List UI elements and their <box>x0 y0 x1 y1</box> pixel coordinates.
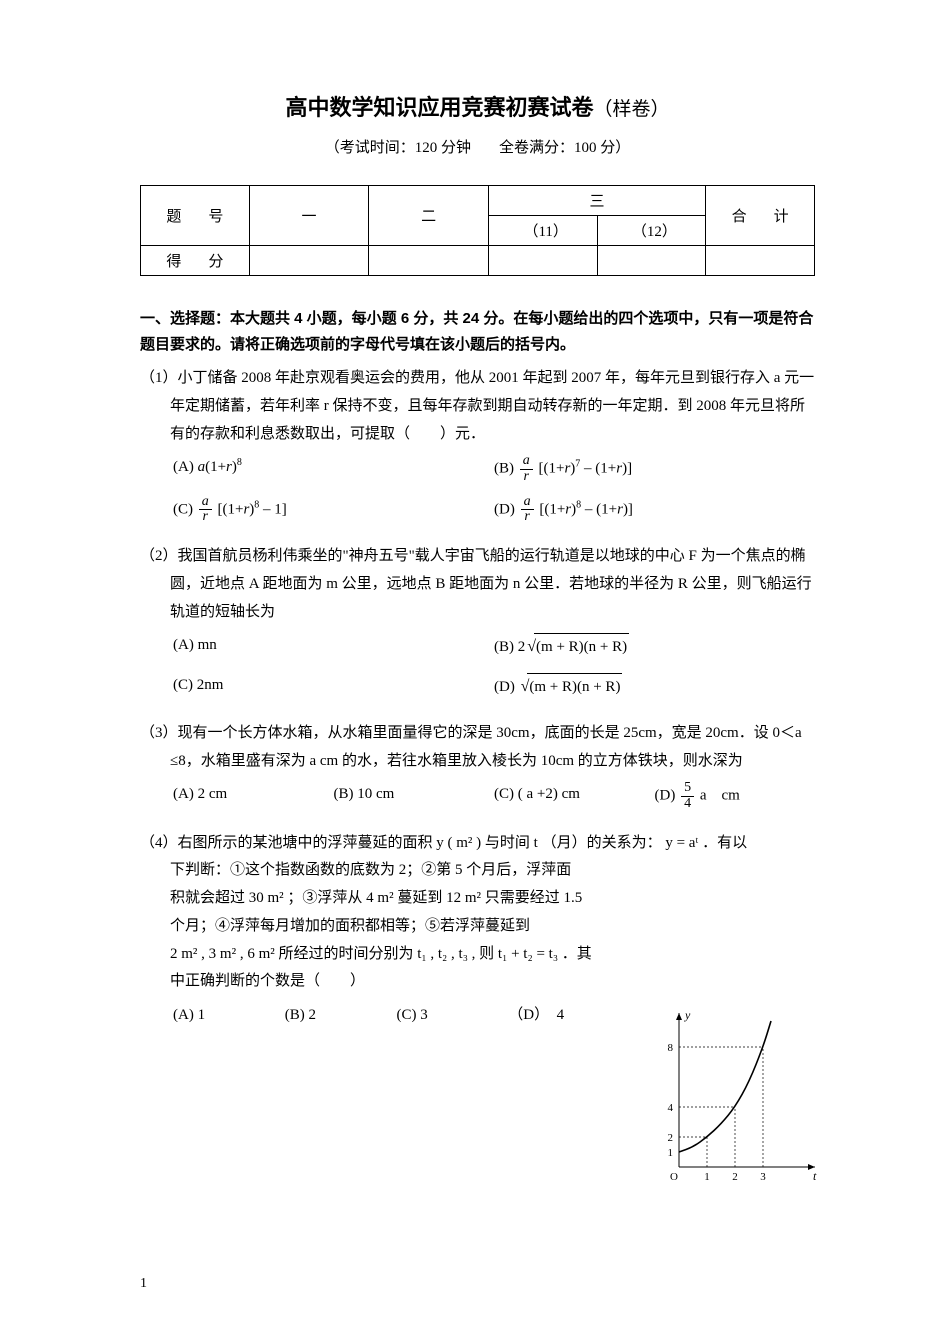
svg-text:4: 4 <box>668 1102 674 1114</box>
th-total: 合 计 <box>706 186 815 246</box>
q4-stem-1: （4）右图所示的某池塘中的浮萍蔓延的面积 y ( m² ) 与时间 t （月）的… <box>140 830 815 858</box>
q4-stem-6: 中正确判断的个数是（ ） <box>140 968 620 996</box>
q2-stem: （2）我国首航员杨利伟乘坐的"神舟五号"载人宇宙飞船的运行轨道是以地球的中心 F… <box>140 543 815 626</box>
q4-opt-d: （D） 4 <box>508 1002 620 1030</box>
q4-opt-b: (B) 2 <box>285 1002 397 1030</box>
page-title: 高中数学知识应用竞赛初赛试卷（样卷） <box>140 90 815 122</box>
question-1: （1）小丁储备 2008 年赴京观看奥运会的费用，他从 2001 年起到 200… <box>140 365 815 535</box>
page-number: 1 <box>140 1276 147 1292</box>
svg-text:8: 8 <box>668 1042 674 1054</box>
score-cell <box>706 246 815 276</box>
th-sub11: （11） <box>488 216 597 246</box>
q2-opt-a: (A) mn <box>173 632 494 662</box>
svg-text:2: 2 <box>732 1171 738 1183</box>
score-table: 题 号 一 二 三 合 计 （11） （12） 得 分 <box>140 185 815 276</box>
th-number: 题 号 <box>141 186 250 246</box>
q3-opt-b: (B) 10 cm <box>334 781 495 811</box>
th-col1: 一 <box>249 186 369 246</box>
q2-options: (A) mn (B) 2(m + R)(n + R) (C) 2nm (D) (… <box>140 632 815 712</box>
th-col3: 三 <box>488 186 705 216</box>
q4-options: (A) 1 (B) 2 (C) 3 （D） 4 <box>140 1002 620 1040</box>
q3-options: (A) 2 cm (B) 10 cm (C) ( a +2) cm (D) 54… <box>140 781 815 821</box>
q2-opt-c: (C) 2nm <box>173 672 494 702</box>
score-cell <box>597 246 706 276</box>
q4-stem-3: 积就会超过 30 m² ；③浮萍从 4 m² 蔓延到 12 m² 只需要经过 1… <box>140 885 620 913</box>
q3-opt-d: (D) 54 a cm <box>655 781 816 811</box>
exam-full: 全卷满分：100 分） <box>499 140 630 156</box>
svg-text:1: 1 <box>668 1147 674 1159</box>
q1-opt-d: (D) ar [(1+r)8 – (1+r)] <box>494 495 815 525</box>
th-sub12: （12） <box>597 216 706 246</box>
q4-stem-5: 2 m² , 3 m² , 6 m² 所经过的时间分别为 t₁ , t₂ , t… <box>140 941 620 969</box>
q3-opt-a: (A) 2 cm <box>173 781 334 811</box>
q1-stem: （1）小丁储备 2008 年赴京观看奥运会的费用，他从 2001 年起到 200… <box>140 365 815 448</box>
q2-opt-d: (D) (m + R)(n + R) <box>494 672 815 702</box>
exam-info: （考试时间：120 分钟 全卷满分：100 分） <box>140 136 815 157</box>
title-main: 高中数学知识应用竞赛初赛试卷 <box>285 95 593 120</box>
svg-text:2: 2 <box>668 1132 674 1144</box>
q1-opt-c: (C) ar [(1+r)8 – 1] <box>173 495 494 525</box>
svg-text:t: t <box>813 1169 817 1183</box>
q3-opt-c: (C) ( a +2) cm <box>494 781 655 811</box>
q1-options: (A) a(1+r)8 (B) ar [(1+r)7 – (1+r)] (C) … <box>140 454 815 535</box>
score-cell <box>369 246 489 276</box>
q1-opt-a: (A) a(1+r)8 <box>173 454 494 484</box>
q4-opt-a: (A) 1 <box>173 1002 285 1030</box>
q4-chart: 1 2 3 1 2 4 8 y t O <box>655 1007 820 1187</box>
question-2: （2）我国首航员杨利伟乘坐的"神舟五号"载人宇宙飞船的运行轨道是以地球的中心 F… <box>140 543 815 712</box>
q4-stem-2: 下判断：①这个指数函数的底数为 2；②第 5 个月后，浮萍面 <box>140 857 620 885</box>
q4-opt-c: (C) 3 <box>397 1002 509 1030</box>
q1-opt-b: (B) ar [(1+r)7 – (1+r)] <box>494 454 815 484</box>
q4-stem-4: 个月；④浮萍每月增加的面积都相等；⑤若浮萍蔓延到 <box>140 913 620 941</box>
title-sample: （样卷） <box>594 99 670 120</box>
score-cell <box>488 246 597 276</box>
section-1-head: 一、选择题：本大题共 4 小题，每小题 6 分，共 24 分。在每小题给出的四个… <box>140 306 815 357</box>
chart-svg: 1 2 3 1 2 4 8 y t O <box>655 1007 820 1187</box>
svg-text:3: 3 <box>760 1171 766 1183</box>
svg-text:1: 1 <box>704 1171 710 1183</box>
score-cell <box>249 246 369 276</box>
q3-stem: （3）现有一个长方体水箱，从水箱里面量得它的深是 30cm，底面的长是 25cm… <box>140 720 815 776</box>
q2-opt-b: (B) 2(m + R)(n + R) <box>494 632 815 662</box>
exam-time: （考试时间：120 分钟 <box>325 140 471 156</box>
question-3: （3）现有一个长方体水箱，从水箱里面量得它的深是 30cm，底面的长是 25cm… <box>140 720 815 822</box>
svg-text:O: O <box>670 1171 678 1183</box>
svg-text:y: y <box>684 1008 691 1022</box>
th-col2: 二 <box>369 186 489 246</box>
th-score: 得 分 <box>141 246 250 276</box>
